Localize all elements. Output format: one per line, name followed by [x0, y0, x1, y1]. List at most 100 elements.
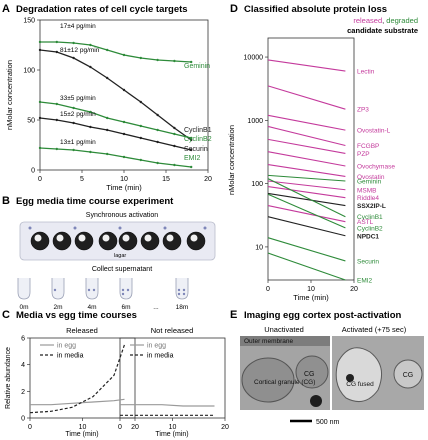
data-point-cyclinb1: [139, 100, 142, 104]
egg: [140, 231, 160, 251]
panel-c-xlabel-released: Time (min): [65, 431, 98, 438]
series-line-astl: [267, 205, 346, 223]
cortical-granule-label: Cortical granule (CG): [254, 379, 315, 386]
panel-c: C Media vs egg time courses Released Not…: [2, 309, 229, 438]
series-line-cyclinb1: [267, 178, 346, 218]
data-point-cyclinb2: [122, 120, 126, 124]
panel-d-xlabel: Time (min): [293, 293, 329, 302]
data-point-geminin: [106, 48, 109, 52]
series-label-fcgbp: FCGBP: [357, 143, 379, 150]
dense-core: [346, 374, 354, 382]
data-point-securin: [190, 148, 193, 152]
data-point-cyclinb1: [38, 48, 42, 52]
series-line-ssx2ip-l: [267, 192, 346, 207]
tube-particle: [121, 288, 125, 292]
egg-highlight: [166, 234, 174, 242]
data-point-securin: [89, 125, 92, 129]
tube-particle: [182, 292, 186, 296]
series-label-lectin: Lectin: [357, 69, 375, 76]
tube-particle: [92, 288, 96, 292]
released-particle: [73, 226, 77, 230]
panel-c-letter: C: [2, 309, 10, 321]
panel-a-ylabel: nMolar concentration: [5, 60, 14, 130]
egg-highlight: [56, 234, 64, 242]
data-point-geminin: [173, 59, 176, 63]
panel-e: E Imaging egg cortex post-activation Una…: [230, 309, 424, 426]
series-label-cyclinb1: CyclinB1: [357, 214, 383, 221]
data-point-cyclinb2: [190, 136, 193, 140]
y-tick-label: 0: [21, 416, 25, 423]
series-label-ovostatin: Ovostatin: [357, 174, 385, 181]
data-point-cyclinb2: [89, 110, 92, 114]
x-tick-label: 20: [204, 176, 212, 183]
collection-tube: [175, 278, 189, 300]
y-tick-label: 1000: [247, 118, 263, 125]
data-point-geminin: [156, 58, 159, 62]
data-point-cyclinb1: [173, 126, 176, 130]
rate-label-emi2: 13±1 pg/min: [60, 139, 96, 146]
x-tick-label: 5: [80, 176, 84, 183]
data-point-securin: [55, 118, 58, 122]
series-line-emi2: [39, 147, 192, 168]
panel-a-title: Degradation rates of cell cycle targets: [16, 4, 188, 15]
released-particle: [28, 226, 32, 230]
series-line-msmb: [267, 180, 346, 191]
egg-highlight: [34, 234, 42, 242]
panel-d-chart: 0 10 20 10 100 1000 10000 Lectin ZP3 Ovostatin-L F…: [244, 55, 396, 293]
data-point-emi2: [156, 161, 159, 165]
protein-label-cyclinb1: CyclinB1: [184, 127, 212, 134]
egg-dish: [19, 221, 216, 261]
panel-d-title: Classified absolute protein loss: [244, 4, 387, 15]
x-tick-label: 0: [266, 286, 270, 293]
panel-b: B Egg media time course experiment Synch…: [2, 195, 216, 311]
series-line-riddle4: [267, 185, 346, 199]
egg: [74, 231, 94, 251]
series-line-ovostatin-l: [267, 114, 346, 131]
panel-c-chart-not-released: 0 10 20: [118, 404, 229, 431]
panel-a: A Degradation rates of cell cycle target…: [2, 3, 212, 192]
series-line-securin: [39, 117, 192, 151]
panel-d-plot-area: [267, 37, 355, 281]
data-point-cyclinb1: [122, 88, 126, 92]
cortical-granule-2: [295, 355, 329, 389]
released-particle: [163, 226, 167, 230]
legend-degraded-label: degraded: [386, 16, 418, 25]
x-tick-label: 0: [118, 424, 122, 431]
data-point-cyclinb2: [38, 100, 42, 104]
series-line-npdc1: [267, 216, 346, 237]
y-tick-label: 50: [27, 118, 35, 125]
series-label-securin: Securin: [357, 258, 379, 265]
panel-c-subtitle-released: Released: [66, 326, 98, 335]
tube-particle: [121, 292, 125, 296]
egg-highlight: [122, 234, 130, 242]
data-point-cyclinb2: [72, 106, 75, 110]
data-point-cyclinb1: [72, 56, 75, 60]
data-point-cyclinb1: [89, 65, 92, 69]
data-point-geminin: [38, 40, 42, 44]
data-point-cyclinb2: [156, 128, 159, 132]
tube-time-label: 2m: [53, 304, 62, 311]
protein-label-cyclinb2: CyclinB2: [184, 136, 212, 143]
data-point-cyclinb1: [156, 113, 159, 117]
cg-fused-label: CG fused: [346, 381, 374, 388]
series-label-zp3: ZP3: [357, 107, 369, 114]
egg: [162, 231, 182, 251]
tube-row: 0m 2m 4m 6m... 18m: [17, 278, 189, 311]
series-line-lectin: [267, 59, 346, 72]
panel-a-letter: A: [2, 3, 10, 15]
data-point-geminin: [72, 41, 75, 45]
series-label-geminin: Geminin: [357, 179, 382, 186]
legend-in-media-label: in media: [147, 353, 174, 360]
rate-label-geminin: 17±4 pg/min: [60, 23, 96, 30]
collection-tube: [119, 278, 133, 300]
tube-particle: [182, 288, 186, 292]
protein-label-emi2: EMI2: [184, 155, 200, 162]
protein-label-geminin: Geminin: [184, 63, 210, 70]
series-line-in-media: [29, 344, 126, 414]
scale-bar-label: 500 nm: [316, 419, 340, 426]
x-tick-label: 20: [221, 424, 229, 431]
egg-highlight: [102, 234, 110, 242]
panel-c-xlabel-not-released: Time (min): [155, 431, 188, 438]
data-point-emi2: [122, 155, 126, 159]
data-point-cyclinb1: [106, 76, 109, 80]
